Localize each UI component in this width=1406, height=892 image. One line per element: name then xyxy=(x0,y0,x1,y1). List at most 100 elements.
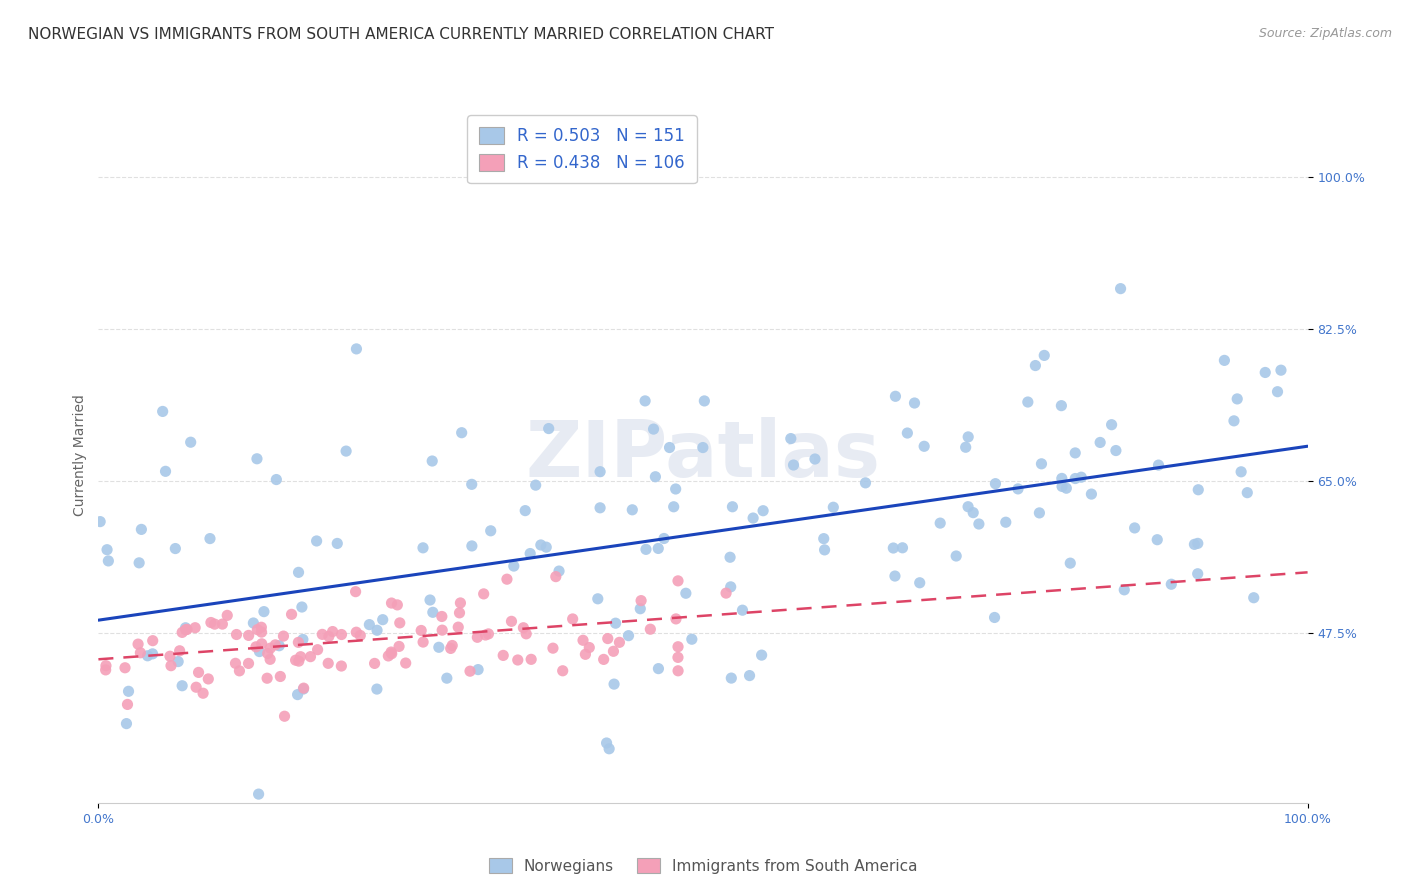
Point xyxy=(891,541,914,555)
Point xyxy=(419,593,441,607)
Point xyxy=(461,539,484,553)
Point xyxy=(228,664,250,678)
Point xyxy=(307,642,329,657)
Point xyxy=(515,627,537,641)
Point xyxy=(381,647,404,661)
Point xyxy=(96,542,118,557)
Point xyxy=(1146,533,1168,547)
Point xyxy=(246,451,269,466)
Point xyxy=(174,623,197,637)
Point xyxy=(266,473,288,487)
Point xyxy=(1243,591,1265,605)
Point xyxy=(217,608,239,623)
Point xyxy=(561,612,583,626)
Point xyxy=(318,629,340,643)
Point xyxy=(506,653,529,667)
Point xyxy=(1187,536,1209,550)
Point xyxy=(530,538,553,552)
Point xyxy=(291,632,314,647)
Point xyxy=(152,404,174,418)
Point xyxy=(430,609,453,624)
Point xyxy=(363,657,385,671)
Point xyxy=(114,661,136,675)
Point xyxy=(291,600,314,615)
Point xyxy=(250,620,273,634)
Point xyxy=(572,633,595,648)
Point xyxy=(658,441,681,455)
Point xyxy=(131,522,153,536)
Point xyxy=(884,569,907,583)
Point xyxy=(647,541,669,556)
Point xyxy=(681,632,703,647)
Point xyxy=(962,506,984,520)
Point xyxy=(640,622,662,636)
Point xyxy=(1184,537,1206,551)
Point xyxy=(264,638,287,652)
Point xyxy=(447,620,470,634)
Point xyxy=(388,640,411,654)
Point xyxy=(467,630,489,644)
Point xyxy=(1236,485,1258,500)
Point xyxy=(287,566,309,580)
Point xyxy=(666,640,689,654)
Point xyxy=(541,641,564,656)
Point xyxy=(647,662,669,676)
Point xyxy=(305,533,328,548)
Point xyxy=(387,598,409,612)
Point xyxy=(441,639,464,653)
Point xyxy=(211,617,233,632)
Point xyxy=(957,500,980,514)
Point xyxy=(330,627,353,641)
Point xyxy=(127,637,149,651)
Point xyxy=(184,621,207,635)
Point xyxy=(1054,481,1077,495)
Point xyxy=(520,652,543,666)
Point xyxy=(666,650,689,665)
Point xyxy=(467,663,489,677)
Point xyxy=(501,615,523,629)
Point xyxy=(896,425,918,440)
Point xyxy=(246,623,269,637)
Point xyxy=(720,671,742,685)
Point xyxy=(253,605,276,619)
Point xyxy=(366,682,388,697)
Point xyxy=(89,515,111,529)
Point xyxy=(609,635,631,649)
Point xyxy=(94,663,117,677)
Point xyxy=(167,655,190,669)
Point xyxy=(427,640,450,655)
Point xyxy=(420,454,443,468)
Point xyxy=(628,601,651,615)
Point xyxy=(595,736,617,750)
Point xyxy=(804,452,827,467)
Point xyxy=(474,628,496,642)
Point xyxy=(292,681,315,695)
Point xyxy=(269,669,291,683)
Point xyxy=(1226,392,1249,406)
Point xyxy=(1160,577,1182,591)
Point xyxy=(605,616,627,631)
Point xyxy=(813,542,835,557)
Text: ZIPatlas: ZIPatlas xyxy=(526,417,880,493)
Point xyxy=(280,607,302,622)
Point xyxy=(515,503,537,517)
Point xyxy=(548,564,571,578)
Point xyxy=(967,516,990,531)
Point xyxy=(330,659,353,673)
Point xyxy=(299,649,322,664)
Point xyxy=(984,476,1007,491)
Point xyxy=(259,641,281,656)
Point xyxy=(115,716,138,731)
Point xyxy=(224,657,246,671)
Point xyxy=(388,615,411,630)
Point xyxy=(903,396,925,410)
Point xyxy=(492,648,515,663)
Point xyxy=(596,632,619,646)
Point xyxy=(884,389,907,403)
Point xyxy=(172,679,194,693)
Point xyxy=(617,629,640,643)
Point xyxy=(574,648,596,662)
Point xyxy=(1114,582,1136,597)
Point xyxy=(247,787,270,801)
Point xyxy=(751,648,773,662)
